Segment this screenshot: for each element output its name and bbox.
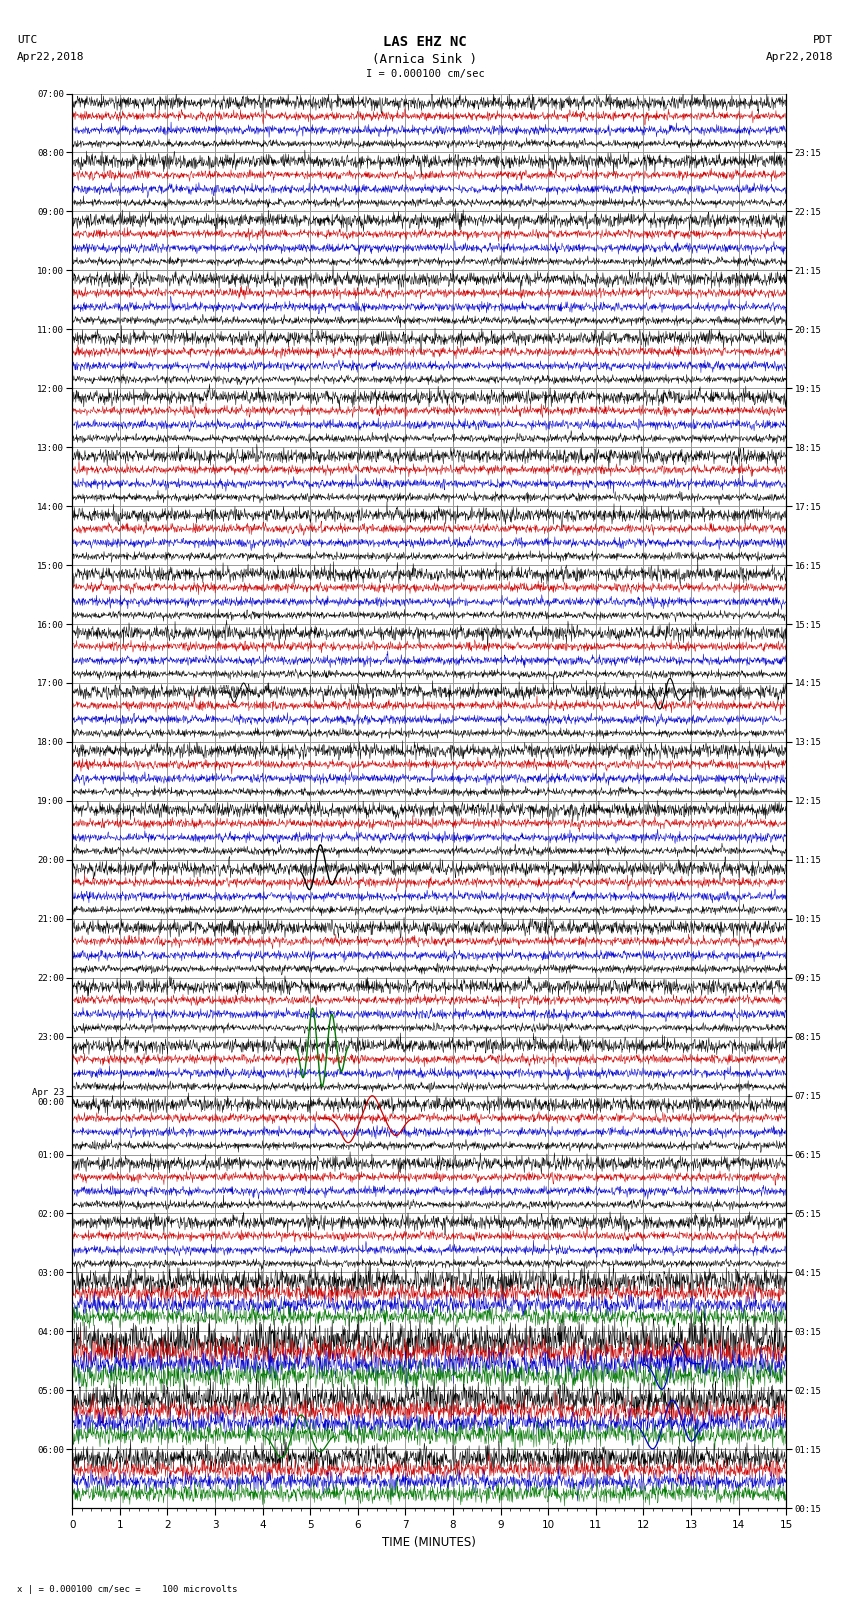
Text: Apr22,2018: Apr22,2018 <box>17 52 84 61</box>
Text: LAS EHZ NC: LAS EHZ NC <box>383 35 467 50</box>
Text: x | = 0.000100 cm/sec =    100 microvolts: x | = 0.000100 cm/sec = 100 microvolts <box>17 1584 237 1594</box>
Text: PDT: PDT <box>813 35 833 45</box>
Text: I = 0.000100 cm/sec: I = 0.000100 cm/sec <box>366 69 484 79</box>
X-axis label: TIME (MINUTES): TIME (MINUTES) <box>382 1536 476 1548</box>
Text: (Arnica Sink ): (Arnica Sink ) <box>372 53 478 66</box>
Text: UTC: UTC <box>17 35 37 45</box>
Text: LAN: LAN <box>220 686 230 690</box>
Text: Apr22,2018: Apr22,2018 <box>766 52 833 61</box>
